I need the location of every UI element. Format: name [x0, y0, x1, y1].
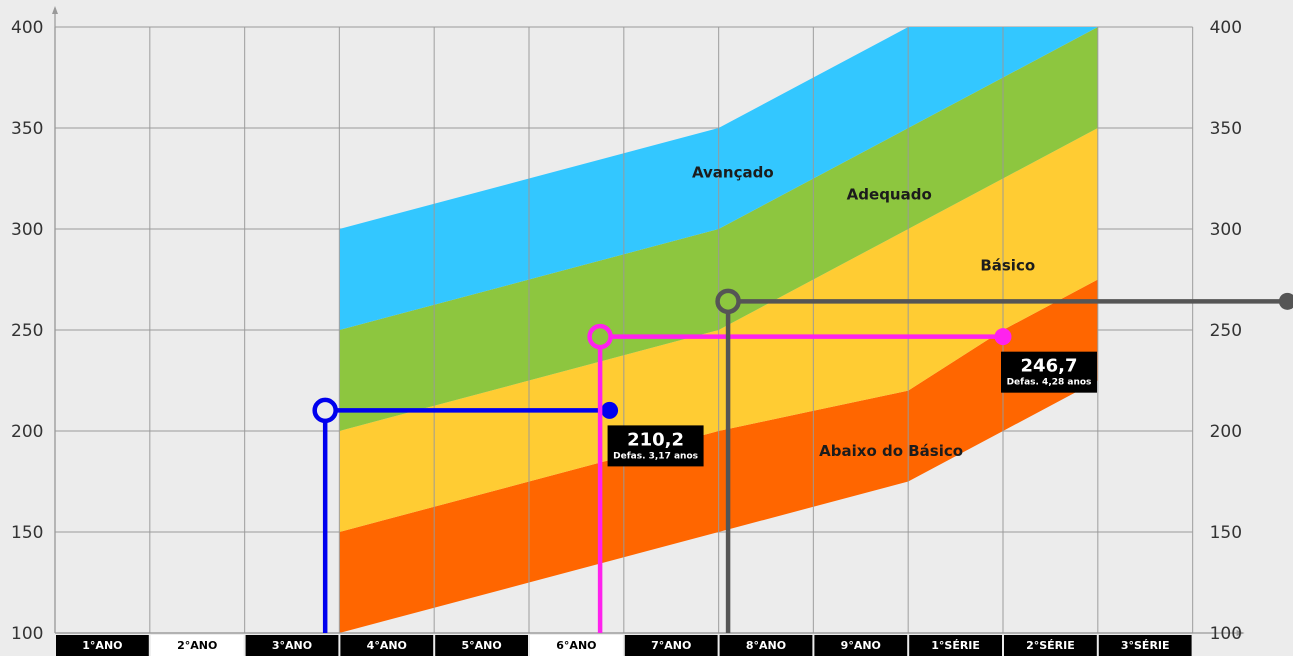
y-tick-label-right: 100: [1210, 624, 1242, 644]
band-label: Básico: [980, 256, 1035, 274]
category-label: 3°SÉRIE: [1121, 639, 1170, 652]
category-label: 8°ANO: [746, 639, 786, 652]
y-tick-label-left: 300: [11, 220, 43, 240]
category-cell: [1098, 635, 1192, 656]
category-axis: 1°ANO 2°ANO 3°ANO 4°ANO 5°ANO 6°ANO 7°ANO 8°ANO…: [56, 635, 1192, 656]
y-tick-label-left: 400: [11, 18, 43, 38]
y-tick-labels: 100 100 150 150 200 200 250 250 300 300 350 350 400 4…: [11, 18, 1242, 644]
marker-start-ring: [715, 288, 741, 315]
category-cell: [1004, 635, 1097, 656]
category-cell: [814, 635, 908, 656]
category-label: 4°ANO: [367, 639, 407, 652]
callout-defasagem: Defas. 3,17 anos: [613, 451, 698, 461]
y-tick-label-left: 150: [11, 523, 43, 543]
category-cell: [530, 635, 623, 656]
callout-value: 246,7: [1021, 356, 1078, 377]
band-label: Adequado: [847, 186, 932, 204]
y-axis-arrow: [52, 6, 58, 14]
y-tick-label-right: 350: [1210, 119, 1242, 139]
axes: [52, 6, 1245, 636]
category-label: 2°ANO: [177, 639, 217, 652]
category-label: 7°ANO: [651, 639, 691, 652]
category-label: 1°ANO: [82, 639, 122, 652]
y-tick-label-left: 350: [11, 119, 43, 139]
category-cell: [245, 635, 339, 656]
band-labels: Avançado Adequado Básico Abaixo do Básico: [692, 163, 1035, 460]
callout-defasagem: Defas. 4,28 anos: [1007, 378, 1092, 388]
x-axis-arrow: [1236, 630, 1245, 636]
band-label: Abaixo do Básico: [819, 442, 963, 460]
y-tick-label-left: 200: [11, 422, 43, 442]
callout-box: [607, 425, 704, 467]
category-cell: [150, 635, 244, 656]
category-label: 6°ANO: [556, 639, 596, 652]
category-label: 1°SÉRIE: [931, 639, 980, 652]
marker-start-ring: [312, 397, 338, 424]
category-cell: [56, 635, 149, 656]
marker-end-dot: [601, 401, 619, 419]
category-cell: [435, 635, 528, 656]
category-label: 2°SÉRIE: [1026, 639, 1075, 652]
category-label: 3°ANO: [272, 639, 312, 652]
category-cell: [340, 635, 434, 656]
callout-value: 210,2: [627, 429, 684, 450]
category-cell: [719, 635, 813, 656]
y-tick-label-right: 150: [1210, 523, 1242, 543]
marker-start-ring: [587, 323, 613, 350]
category-cell: [624, 635, 718, 656]
y-tick-label-right: 200: [1210, 422, 1242, 442]
y-tick-label-right: 400: [1210, 18, 1242, 38]
y-tick-label-left: 100: [11, 624, 43, 644]
band-label: Avançado: [692, 163, 774, 181]
category-cell: [909, 635, 1002, 656]
category-label: 9°ANO: [841, 639, 881, 652]
marker-end-dot: [1278, 292, 1293, 310]
y-tick-label-right: 250: [1210, 321, 1242, 341]
category-label: 5°ANO: [461, 639, 501, 652]
marker-end-dot: [994, 328, 1012, 346]
y-tick-label-right: 300: [1210, 220, 1242, 240]
callout-box: [1001, 351, 1097, 393]
y-tick-label-left: 250: [11, 321, 43, 341]
